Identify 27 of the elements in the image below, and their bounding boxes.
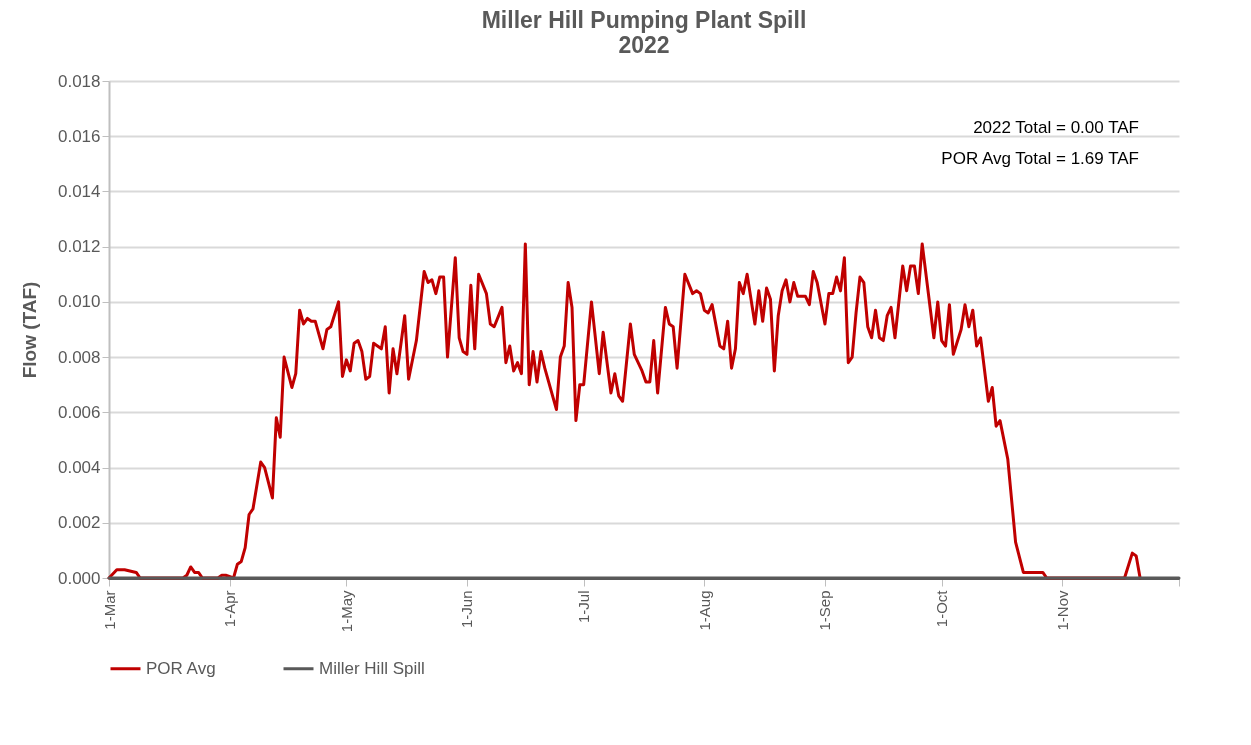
y-tick-label: 0.000	[57, 568, 101, 588]
x-tick-label: 1-Nov	[1053, 590, 1071, 631]
y-axis-title: Flow (TAF)	[18, 281, 40, 379]
chart-subtitle: 2022	[618, 32, 670, 58]
legend-label: POR Avg	[146, 658, 216, 678]
annotation: POR Avg Total = 1.69 TAF	[941, 149, 1139, 168]
x-tick-label: 1-May	[337, 590, 355, 633]
line-series	[107, 242, 1142, 580]
y-tick-label: 0.014	[57, 181, 101, 201]
y-tick-label: 0.006	[57, 402, 101, 422]
annotation: 2022 Total = 0.00 TAF	[973, 118, 1139, 137]
x-tick-label: 1-Aug	[695, 590, 713, 631]
y-tick-label: 0.008	[57, 347, 101, 367]
legend-label: Miller Hill Spill	[319, 658, 425, 678]
x-tick-label: 1-Apr	[221, 590, 239, 628]
y-tick-label: 0.010	[57, 292, 101, 312]
y-tick-label: 0.016	[57, 126, 101, 146]
x-tick-label: 1-Sep	[816, 590, 834, 631]
x-tick-label: 1-Oct	[933, 589, 951, 628]
y-tick-label: 0.012	[57, 237, 101, 257]
x-tick-label: 1-Jun	[458, 590, 476, 629]
y-tick-label: 0.004	[57, 458, 101, 478]
x-tick-label: 1-Jul	[575, 590, 593, 624]
x-tick-label: 1-Mar	[100, 590, 118, 630]
y-tick-label: 0.002	[57, 513, 101, 533]
y-tick-label: 0.018	[57, 71, 101, 91]
chart-title: Miller Hill Pumping Plant Spill	[481, 7, 807, 33]
